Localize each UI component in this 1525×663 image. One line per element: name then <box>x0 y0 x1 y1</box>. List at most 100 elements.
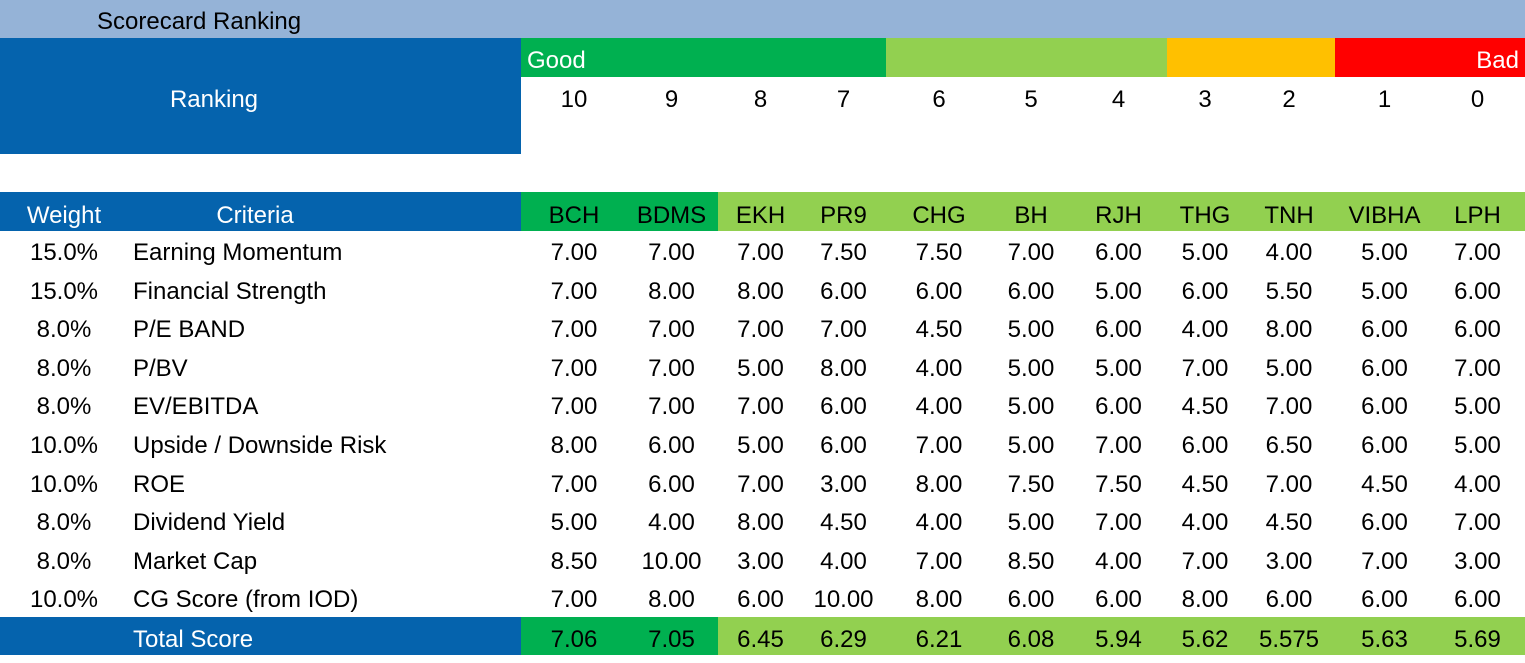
score-cell: 6.50 <box>1265 432 1313 459</box>
score-cell: 6.00 <box>1007 586 1055 614</box>
score-cell: 6.00 <box>915 277 963 305</box>
score-cell: 6.00 <box>1095 393 1142 421</box>
score-cell: 6.00 <box>820 393 867 421</box>
score-cell: 8.00 <box>915 470 963 498</box>
total-score-cell: 5.94 <box>1095 626 1142 653</box>
company-header: BCH BDMS EKH PR9 CHG BH RJH THG TNH VIBHA LPH <box>521 192 1525 231</box>
weight-cell: 10.0% <box>29 432 99 459</box>
total-rest-bg <box>718 617 1525 655</box>
score-cell: 8.00 <box>648 586 695 614</box>
score-cell: 6.00 <box>1361 509 1408 537</box>
company-header-bh: BH <box>1014 202 1048 229</box>
scale-value: 4 <box>1111 86 1126 113</box>
score-cell: 6.00 <box>1454 586 1501 614</box>
total-score-cell: 6.21 <box>915 626 963 653</box>
weight-cell: 8.0% <box>36 509 92 537</box>
score-cell: 6.00 <box>1361 316 1408 344</box>
total-score-cell: 5.69 <box>1454 626 1501 653</box>
score-cell: 7.00 <box>550 470 598 498</box>
score-cell: 8.00 <box>1181 586 1229 614</box>
ranking-scale: 10 9 8 7 6 5 4 3 2 1 0 <box>521 77 1525 123</box>
score-cell: 5.00 <box>1265 354 1313 382</box>
score-cell: 7.00 <box>1181 354 1229 382</box>
score-cell: 4.50 <box>1361 470 1408 498</box>
score-cell: 5.00 <box>1361 239 1408 266</box>
ranking-legend-box <box>0 38 521 154</box>
criteria-cell: Dividend Yield <box>133 509 286 537</box>
score-cell: 6.00 <box>820 277 867 305</box>
score-cell: 6.00 <box>1454 277 1501 305</box>
score-cell: 6.00 <box>1361 393 1408 421</box>
score-cell: 4.00 <box>915 393 963 421</box>
scale-value: 1 <box>1377 86 1392 113</box>
score-cell: 5.00 <box>737 432 784 459</box>
company-header-thg: THG <box>1179 202 1231 229</box>
company-header-bch: BCH <box>548 202 600 229</box>
header-weight: Weight <box>26 202 102 229</box>
score-cell: 4.50 <box>1181 393 1229 421</box>
table-row: 15.0% Earning Momentum 7.00 7.00 7.00 7.50 7.5… <box>0 234 1525 273</box>
score-cell: 7.50 <box>915 239 963 266</box>
title-bar <box>0 0 1525 38</box>
score-cell: 7.50 <box>820 239 867 266</box>
table-row: 8.0% Dividend Yield 5.00 4.00 8.00 4.50 4.00 5.… <box>0 504 1525 543</box>
score-cell: 6.00 <box>1007 277 1055 305</box>
total-label: Total Score <box>133 626 254 653</box>
company-header-lph: LPH <box>1454 202 1501 229</box>
score-cell: 7.00 <box>550 277 598 305</box>
ranking-label: Ranking <box>169 86 259 113</box>
score-cell: 7.00 <box>550 354 598 382</box>
score-cell: 7.00 <box>915 432 963 459</box>
criteria-cell: ROE <box>133 470 186 498</box>
scale-value: 5 <box>1024 86 1038 113</box>
criteria-cell: CG Score (from IOD) <box>133 586 359 614</box>
score-cell: 7.00 <box>1007 239 1055 266</box>
company-header-chg: CHG <box>912 202 966 229</box>
company-header-bdms: BDMS <box>636 202 707 229</box>
weight-cell: 15.0% <box>29 277 99 305</box>
total-score-cell: 5.575 <box>1258 626 1320 653</box>
table-row: 10.0% ROE 7.00 6.00 7.00 3.00 8.00 7.50 7.50 4.50… <box>0 466 1525 505</box>
score-cell: 6.00 <box>1361 354 1408 382</box>
score-cell: 7.50 <box>1095 470 1142 498</box>
score-cell: 7.00 <box>915 547 963 575</box>
score-cell: 5.00 <box>1361 277 1408 305</box>
score-cell: 3.00 <box>737 547 784 575</box>
score-cell: 4.50 <box>1181 470 1229 498</box>
score-cell: 7.00 <box>648 354 695 382</box>
total-score-cell: 7.06 <box>550 626 598 653</box>
total-top-bg <box>521 617 718 655</box>
criteria-cell: P/BV <box>133 354 188 382</box>
scale-value: 0 <box>1470 86 1485 113</box>
score-cell: 8.00 <box>915 586 963 614</box>
score-cell: 4.00 <box>1181 316 1229 344</box>
band-bad-label: Bad <box>1476 47 1519 74</box>
score-cell: 8.50 <box>550 547 598 575</box>
score-cell: 7.00 <box>1181 547 1229 575</box>
criteria-cell: Financial Strength <box>133 277 327 305</box>
table-row: 8.0% P/E BAND 7.00 7.00 7.00 7.00 4.50 5.00 6.00… <box>0 311 1525 350</box>
band-bad <box>1335 38 1525 77</box>
score-cell: 5.00 <box>1095 354 1142 382</box>
score-cell: 7.00 <box>648 239 695 266</box>
score-cell: 8.00 <box>737 509 784 537</box>
score-cell: 7.00 <box>1454 509 1501 537</box>
band-warn <box>1167 38 1335 77</box>
score-cell: 5.00 <box>1095 277 1142 305</box>
score-cell: 8.50 <box>1007 547 1055 575</box>
score-cell: 6.00 <box>820 432 867 459</box>
total-score-cell: 6.45 <box>737 626 784 653</box>
score-cell: 4.00 <box>915 354 963 382</box>
score-cell: 5.00 <box>737 354 784 382</box>
table-row: 10.0% CG Score (from IOD) 7.00 8.00 6.00 10.0… <box>0 581 1525 620</box>
table-row: 15.0% Financial Strength 7.00 8.00 8.00 6.00 6… <box>0 273 1525 312</box>
weight-cell: 8.0% <box>36 354 92 382</box>
table-row: 8.0% Market Cap 8.50 10.00 3.00 4.00 7.00 8.50 4… <box>0 543 1525 582</box>
weight-cell: 8.0% <box>36 393 92 421</box>
band-ok <box>886 38 1167 77</box>
score-cell: 7.00 <box>1265 470 1313 498</box>
table-row: 10.0% Upside / Downside Risk 8.00 6.00 5.00 6… <box>0 427 1525 466</box>
sheet-title: Scorecard Ranking <box>97 8 302 35</box>
table-row: 8.0% P/BV 7.00 7.00 5.00 8.00 4.00 5.00 5.00 7.00… <box>0 350 1525 389</box>
score-cell: 8.00 <box>1265 316 1313 344</box>
